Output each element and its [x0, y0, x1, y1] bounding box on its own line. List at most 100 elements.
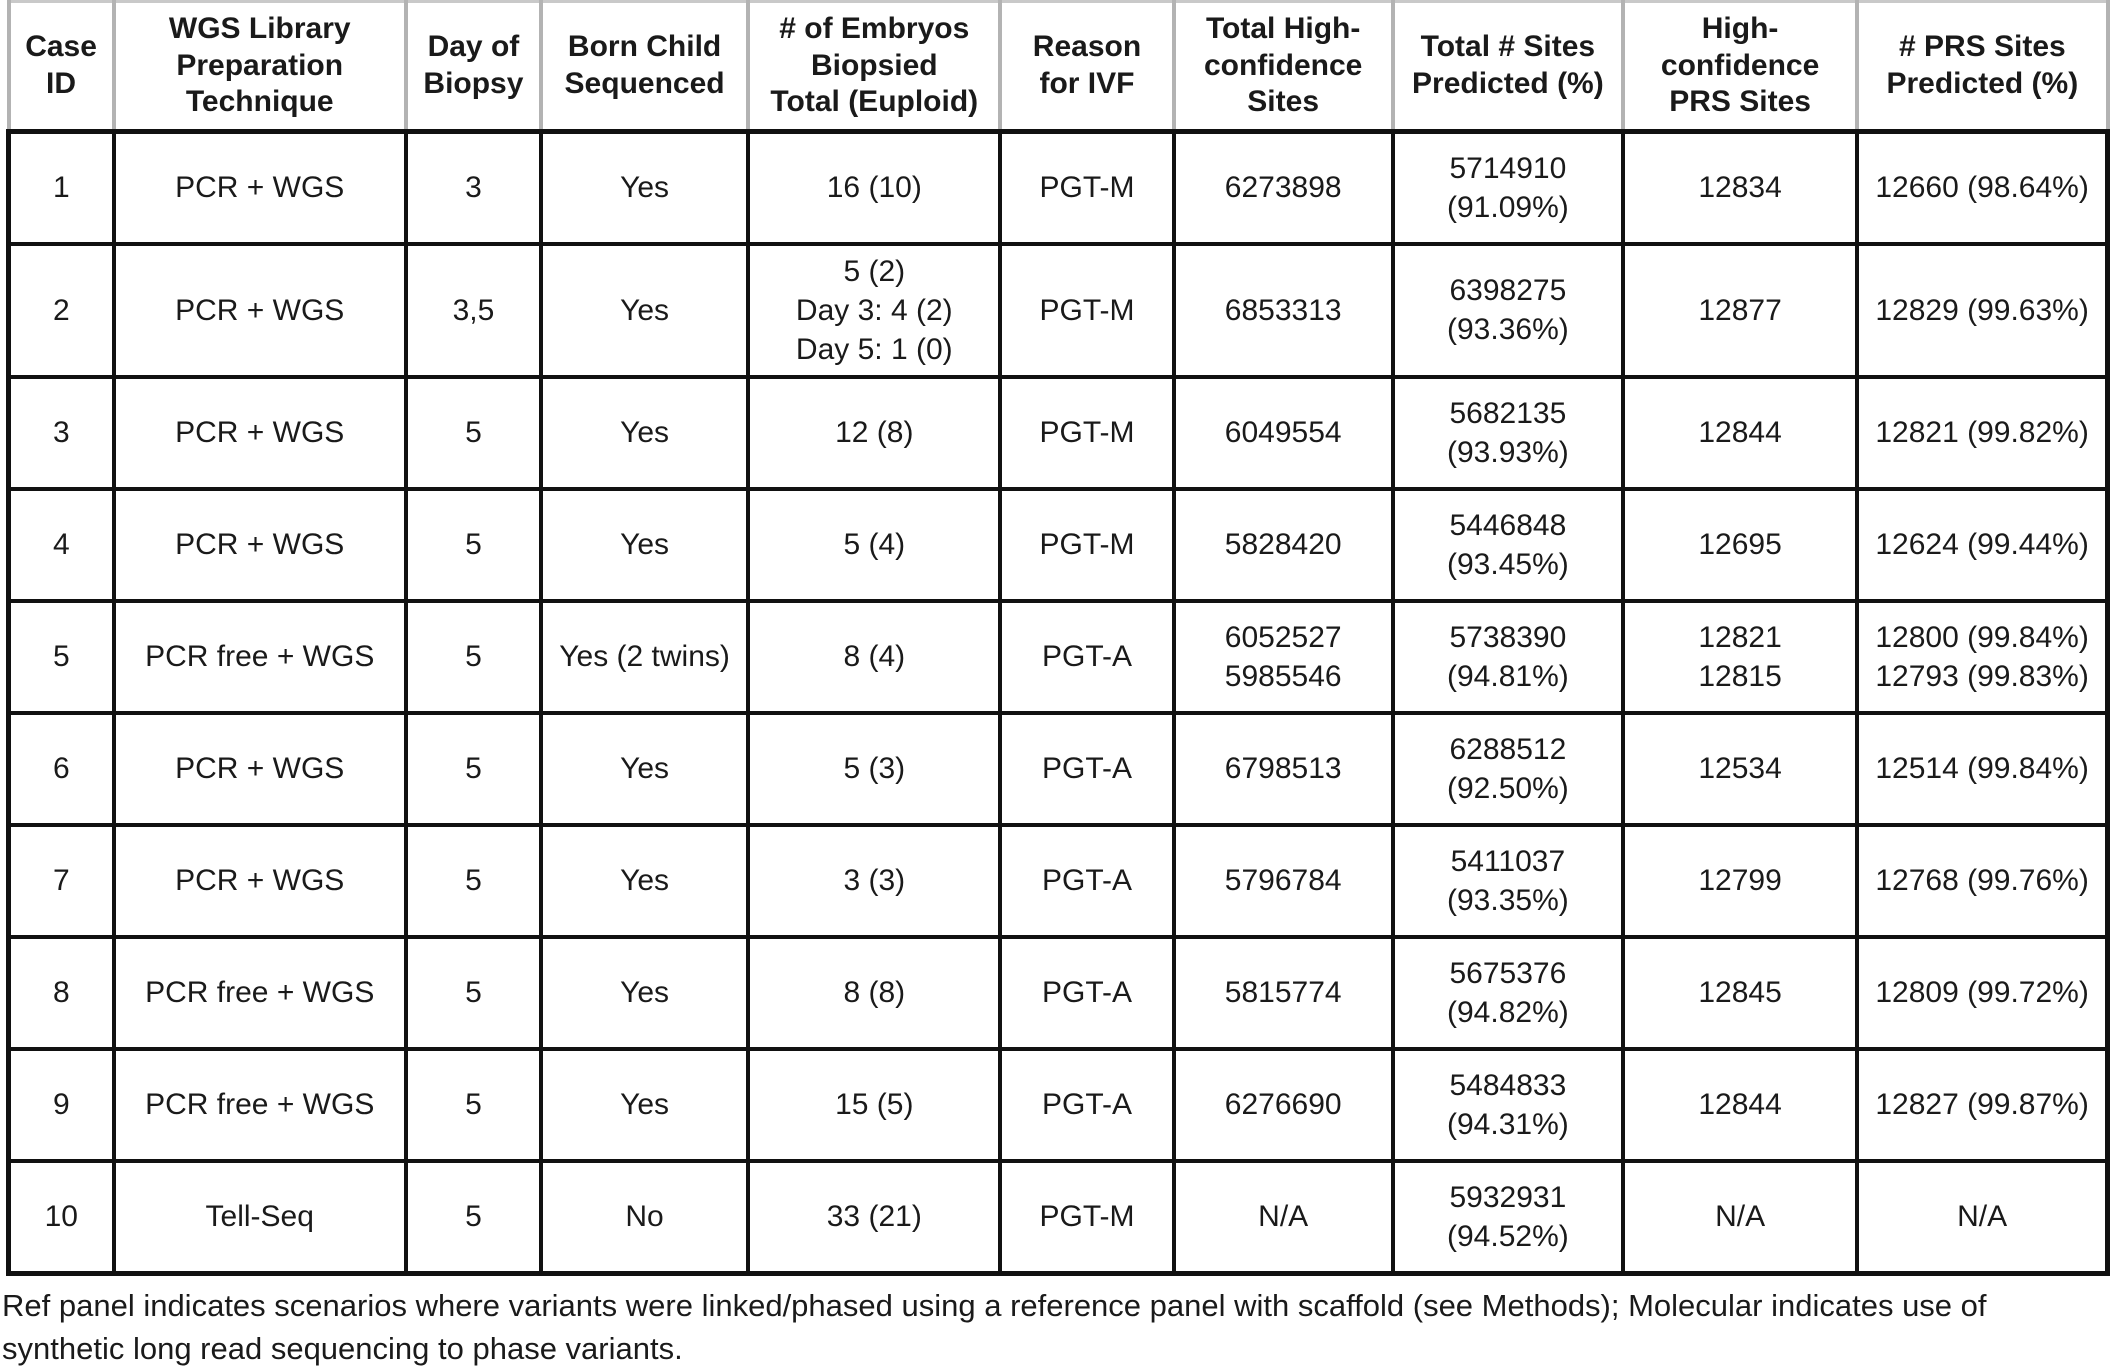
table-cell: 12844: [1620, 1046, 1860, 1163]
table-row: 2 PCR + WGS 3,5 Yes 5 (2) Day 3: 4 (2) Day 5…: [5, 241, 2111, 379]
table-cell: 1: [5, 129, 116, 246]
table-cell: 5 (2) Day 3: 4 (2) Day 5: 1 (0): [746, 241, 1003, 379]
table-cell: Yes: [538, 241, 751, 379]
table-cell: 12 (8): [746, 374, 1003, 491]
table-header: Case ID WGS Library Preparation Technique…: [6, 0, 2110, 134]
table-cell: 5: [403, 1046, 543, 1163]
table-cell: 12829 (99.63%): [1855, 241, 2111, 379]
column-header: WGS Library Preparation Technique: [111, 0, 408, 134]
table-cell: 8 (4): [746, 598, 1003, 715]
table-cell: 6398275 (93.36%): [1390, 241, 1625, 379]
column-header: Day of Biopsy: [403, 0, 543, 134]
table-cell: 5: [403, 934, 543, 1051]
column-header: Reason for IVF: [998, 0, 1176, 134]
table-cell: 12534: [1620, 710, 1860, 827]
table-cell: 12844: [1620, 374, 1860, 491]
table-cell: 8: [5, 934, 116, 1051]
table-cell: 5828420: [1171, 486, 1395, 603]
table-cell: 12768 (99.76%): [1855, 822, 2111, 939]
table-cell: 5682135 (93.93%): [1390, 374, 1625, 491]
table-cell: 5932931 (94.52%): [1390, 1158, 1625, 1276]
table-cell: 6: [5, 710, 116, 827]
table-cell: 5 (3): [746, 710, 1003, 827]
table-cell: 5484833 (94.31%): [1390, 1046, 1625, 1163]
table-cell: 12809 (99.72%): [1855, 934, 2111, 1051]
table-cell: 16 (10): [746, 129, 1003, 246]
table-cell: 12845: [1620, 934, 1860, 1051]
table-cell: 8 (8): [746, 934, 1003, 1051]
table-cell: PCR + WGS: [111, 374, 408, 491]
table-cell: 5714910 (91.09%): [1390, 129, 1625, 246]
table-cell: PCR free + WGS: [111, 598, 408, 715]
table-cell: 5 (4): [746, 486, 1003, 603]
table-cell: 12821 (99.82%): [1855, 374, 2111, 491]
table-cell: 5675376 (94.82%): [1390, 934, 1625, 1051]
table-row: 9 PCR free + WGS 5 Yes 15 (5) PGT-A 6276690 548…: [5, 1046, 2111, 1163]
column-header: Case ID: [6, 0, 116, 134]
table-cell: Yes: [538, 710, 751, 827]
table-row: 7 PCR + WGS 5 Yes 3 (3) PGT-A 5796784 5411037 (…: [5, 822, 2111, 939]
table-cell: PCR + WGS: [111, 710, 408, 827]
table-cell: 5738390 (94.81%): [1390, 598, 1625, 715]
table-row: 3 PCR + WGS 5 Yes 12 (8) PGT-M 6049554 5682135 …: [5, 374, 2111, 491]
table-cell: Yes: [538, 934, 751, 1051]
table-cell: PGT-A: [998, 1046, 1176, 1163]
column-header: Born Child Sequenced: [538, 0, 751, 134]
table-cell: Yes: [538, 1046, 751, 1163]
table-cell: 4: [5, 486, 116, 603]
table-cell: 5446848 (93.45%): [1390, 486, 1625, 603]
table-cell: Tell-Seq: [111, 1158, 408, 1276]
table-cell: 5: [403, 486, 543, 603]
table-cell: 6273898: [1171, 129, 1395, 246]
table-cell: 6798513: [1171, 710, 1395, 827]
column-header: Total # Sites Predicted (%): [1390, 0, 1625, 134]
table-cell: PGT-M: [998, 486, 1176, 603]
table-cell: PCR + WGS: [111, 129, 408, 246]
table-cell: 5: [403, 822, 543, 939]
table-cell: 3 (3): [746, 822, 1003, 939]
table-cell: Yes: [538, 486, 751, 603]
table-cell: 6288512 (92.50%): [1390, 710, 1625, 827]
table-footnote: Ref panel indicates scenarios where vari…: [2, 1287, 1987, 1367]
table-cell: PCR + WGS: [111, 241, 408, 379]
table-cell: 5: [403, 1158, 543, 1276]
table-cell: N/A: [1171, 1158, 1395, 1276]
table-cell: 6276690: [1171, 1046, 1395, 1163]
table-cell: 5815774: [1171, 934, 1395, 1051]
table-cell: N/A: [1620, 1158, 1860, 1276]
table-cell: 12821 12815: [1620, 598, 1860, 715]
table-cell: 6853313: [1171, 241, 1395, 379]
table-body: 1 PCR + WGS 3 Yes 16 (10) PGT-M 6273898 5714910…: [5, 129, 2111, 1276]
table-cell: 12799: [1620, 822, 1860, 939]
table-cell: 6049554: [1171, 374, 1395, 491]
table-row: 5 PCR free + WGS 5 Yes (2 twins) 8 (4) PGT-A 6…: [5, 598, 2111, 715]
table-cell: Yes: [538, 129, 751, 246]
table-cell: PGT-M: [998, 374, 1176, 491]
table-cell: 15 (5): [746, 1046, 1003, 1163]
table-cell: PGT-A: [998, 598, 1176, 715]
table-cell: PCR + WGS: [111, 822, 408, 939]
table-cell: PGT-M: [998, 241, 1176, 379]
table-cell: 3,5: [403, 241, 543, 379]
table-cell: 5796784: [1171, 822, 1395, 939]
table-cell: PGT-M: [998, 1158, 1176, 1276]
table-cell: 33 (21): [746, 1158, 1003, 1276]
table-cell: 10: [5, 1158, 116, 1276]
table-cell: 12660 (98.64%): [1855, 129, 2111, 246]
table-cell: 2: [5, 241, 116, 379]
table-row: 4 PCR + WGS 5 Yes 5 (4) PGT-M 5828420 5446848 (…: [5, 486, 2111, 603]
table-cell: No: [538, 1158, 751, 1276]
table-cell: PCR free + WGS: [111, 1046, 408, 1163]
table-cell: 12834: [1620, 129, 1860, 246]
table-cell: 3: [5, 374, 116, 491]
column-header: High- confidence PRS Sites: [1620, 0, 1860, 134]
table-cell: PCR + WGS: [111, 486, 408, 603]
table-cell: 7: [5, 822, 116, 939]
column-header: # PRS Sites Predicted (%): [1855, 0, 2110, 134]
table-cell: 12800 (99.84%) 12793 (99.83%): [1855, 598, 2111, 715]
table-cell: 12624 (99.44%): [1855, 486, 2111, 603]
table-row: 8 PCR free + WGS 5 Yes 8 (8) PGT-A 5815774 5675…: [5, 934, 2111, 1051]
table-cell: PGT-A: [998, 710, 1176, 827]
table-row: 1 PCR + WGS 3 Yes 16 (10) PGT-M 6273898 5714910…: [5, 129, 2111, 246]
